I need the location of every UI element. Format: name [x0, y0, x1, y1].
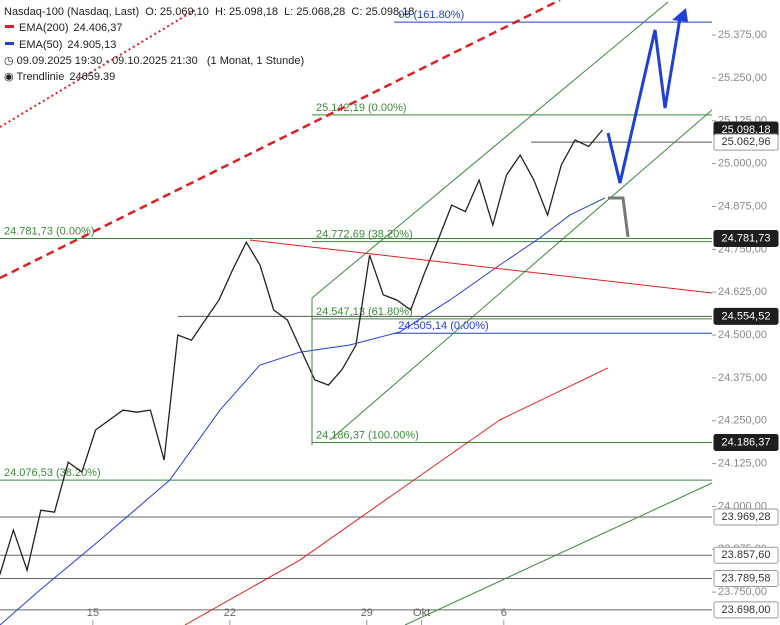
y-tick-label: 24.375,00 — [718, 372, 767, 384]
y-tick-label: 24.125,00 — [718, 457, 767, 469]
trend-line-red — [249, 239, 713, 294]
period: (1 Monat, 1 Stunde) — [206, 54, 305, 67]
level-text: 24.076,53 (38.20%) — [4, 467, 101, 479]
price-label-box — [713, 546, 779, 564]
legend-value: 24.905,13 — [67, 38, 117, 51]
legend-name: EMA(50) — [19, 38, 63, 51]
price-label: 23.857,60 — [722, 549, 771, 561]
y-tick-label: 24.875,00 — [718, 200, 767, 212]
swatch — [5, 41, 14, 45]
y-tick-label: 23.750,00 — [718, 586, 767, 598]
legend-value: 24.406,37 — [73, 22, 123, 35]
x-tick-label: 29 — [361, 607, 373, 619]
level-text: 24.781,73 (0.00%) — [4, 225, 95, 237]
x-tick-label: 22 — [224, 607, 236, 619]
trend-name: Trendlinie — [16, 71, 65, 84]
swatch — [5, 25, 14, 29]
price-label-box — [713, 307, 779, 325]
y-tick-label: 25.375,00 — [718, 29, 767, 41]
y-tick-label: 24.500,00 — [718, 329, 767, 341]
price-label-box — [713, 570, 779, 588]
projection — [606, 17, 682, 184]
drawings — [0, 0, 713, 625]
price-label-box — [713, 508, 779, 526]
trend-value: 24659.39 — [69, 71, 116, 84]
ohlc: L: 25.068,28 — [284, 6, 346, 18]
x-tick-label: 15 — [87, 607, 99, 619]
channel-upper — [311, 1, 669, 299]
price-label-box — [713, 133, 779, 151]
level-text: 24.772,69 (38.20%) — [316, 228, 413, 240]
series-line — [184, 367, 609, 625]
y-tick-label: 24.625,00 — [718, 286, 767, 298]
projection-arrow — [672, 8, 688, 22]
price-label-box — [713, 601, 779, 619]
price-label: 23.789,58 — [722, 572, 771, 584]
range: 09.09.2025 19:30 - 09.10.2025 21:30 — [16, 54, 198, 67]
x-tick-label: 6 — [501, 607, 507, 619]
y-tick-label: 25.250,00 — [718, 72, 767, 84]
trend-line — [404, 482, 713, 625]
legend-row: ◷ 09.09.2025 19:30 - 09.10.2025 21:30 (1… — [4, 54, 305, 67]
dashed-line — [0, 0, 561, 280]
price-label: 25.098,18 — [722, 124, 771, 136]
price-label-box — [713, 434, 779, 452]
legend-row: EMA(200) 24.406,37 — [4, 20, 414, 36]
level-text: 24.505,14 (0.00%) — [398, 320, 489, 332]
projection-gray — [608, 196, 630, 238]
level-text: 24.547,13 (61.80%) — [316, 306, 413, 318]
series-line — [0, 197, 606, 625]
legend-row: EMA(50) 24.905,13 — [4, 37, 414, 53]
price-label: 23.969,28 — [722, 511, 771, 523]
legend-name: EMA(200) — [19, 22, 69, 35]
price-label: 25.062,96 — [722, 136, 771, 148]
y-tick-label: 24.250,00 — [718, 415, 767, 427]
price-label: 24.781,73 — [722, 232, 771, 244]
symbol: Nasdaq-100 (Nasdaq, Last) — [4, 6, 140, 18]
legend-row: Nasdaq-100 (Nasdaq, Last) O: 25.069,10 H… — [4, 4, 414, 20]
ohlc: C: 25.098,18 — [351, 6, 415, 18]
legend-row: ◉ Trendlinie 24659.39 — [4, 71, 116, 84]
price-label-box — [713, 229, 779, 247]
legend: Nasdaq-100 (Nasdaq, Last) O: 25.069,10 H… — [4, 4, 414, 85]
price-label: 24.186,37 — [722, 436, 771, 448]
series-line — [0, 129, 603, 576]
channel-lower — [329, 109, 713, 441]
level-text: 24.186,37 (100.00%) — [316, 429, 419, 441]
level-text: 06 (161.80%) — [398, 9, 464, 21]
level-text: 25.142,19 (0.00%) — [316, 102, 407, 114]
price-label: 24.554,52 — [722, 310, 771, 322]
price-label: 23.698,00 — [722, 604, 771, 616]
ohlc: O: 25.069,10 — [145, 6, 209, 18]
ohlc: H: 25.098,18 — [215, 6, 278, 18]
y-tick-label: 25.000,00 — [718, 158, 767, 170]
